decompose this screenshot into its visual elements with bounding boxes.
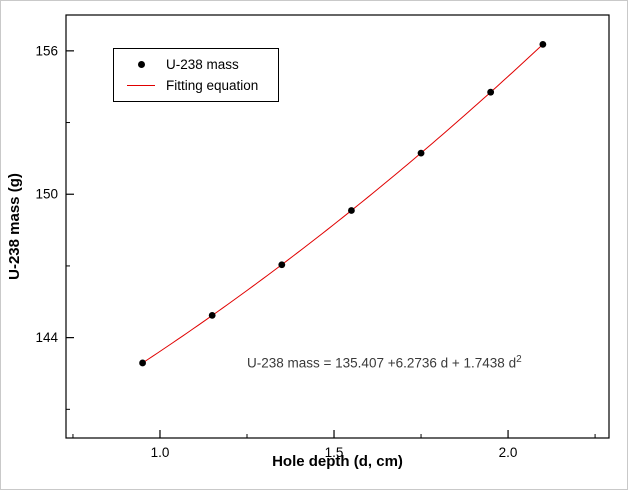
fit-line-icon — [127, 85, 155, 86]
fit-equation-text: U-238 mass = 135.407 +6.2736 d + 1.7438 … — [247, 355, 517, 371]
x-tick-label: 1.0 — [151, 445, 170, 460]
data-point-dot-icon — [137, 61, 145, 68]
y-tick-label: 150 — [35, 187, 58, 202]
x-tick-label: 2.0 — [499, 445, 518, 460]
y-tick-label: 156 — [35, 43, 58, 58]
fit-equation-exponent: 2 — [516, 354, 522, 365]
scatter-marker-icon — [127, 61, 155, 68]
data-point — [539, 40, 547, 48]
data-point — [348, 207, 355, 214]
y-tick-label: 144 — [35, 330, 58, 345]
data-point — [417, 149, 425, 157]
y-axis-title: U-238 mass (g) — [6, 173, 23, 280]
legend-label-data: U-238 mass — [166, 57, 239, 72]
fit-line — [142, 43, 544, 364]
legend: U-238 mass Fitting equation — [113, 48, 280, 102]
legend-label-fit: Fitting equation — [166, 78, 259, 93]
plot-frame — [65, 14, 610, 439]
legend-item-fit: Fitting equation — [127, 78, 258, 93]
data-point — [278, 261, 286, 269]
data-point — [139, 359, 146, 367]
legend-item-data: U-238 mass — [127, 57, 258, 72]
x-axis-title: Hole depth (d, cm) — [272, 453, 403, 470]
fit-line-marker — [127, 85, 155, 86]
fit-equation-annotation: U-238 mass = 135.407 +6.2736 d + 1.7438 … — [247, 354, 522, 371]
x-tick-label: 1.5 — [325, 445, 344, 460]
data-point — [487, 88, 495, 96]
data-point — [208, 312, 216, 319]
